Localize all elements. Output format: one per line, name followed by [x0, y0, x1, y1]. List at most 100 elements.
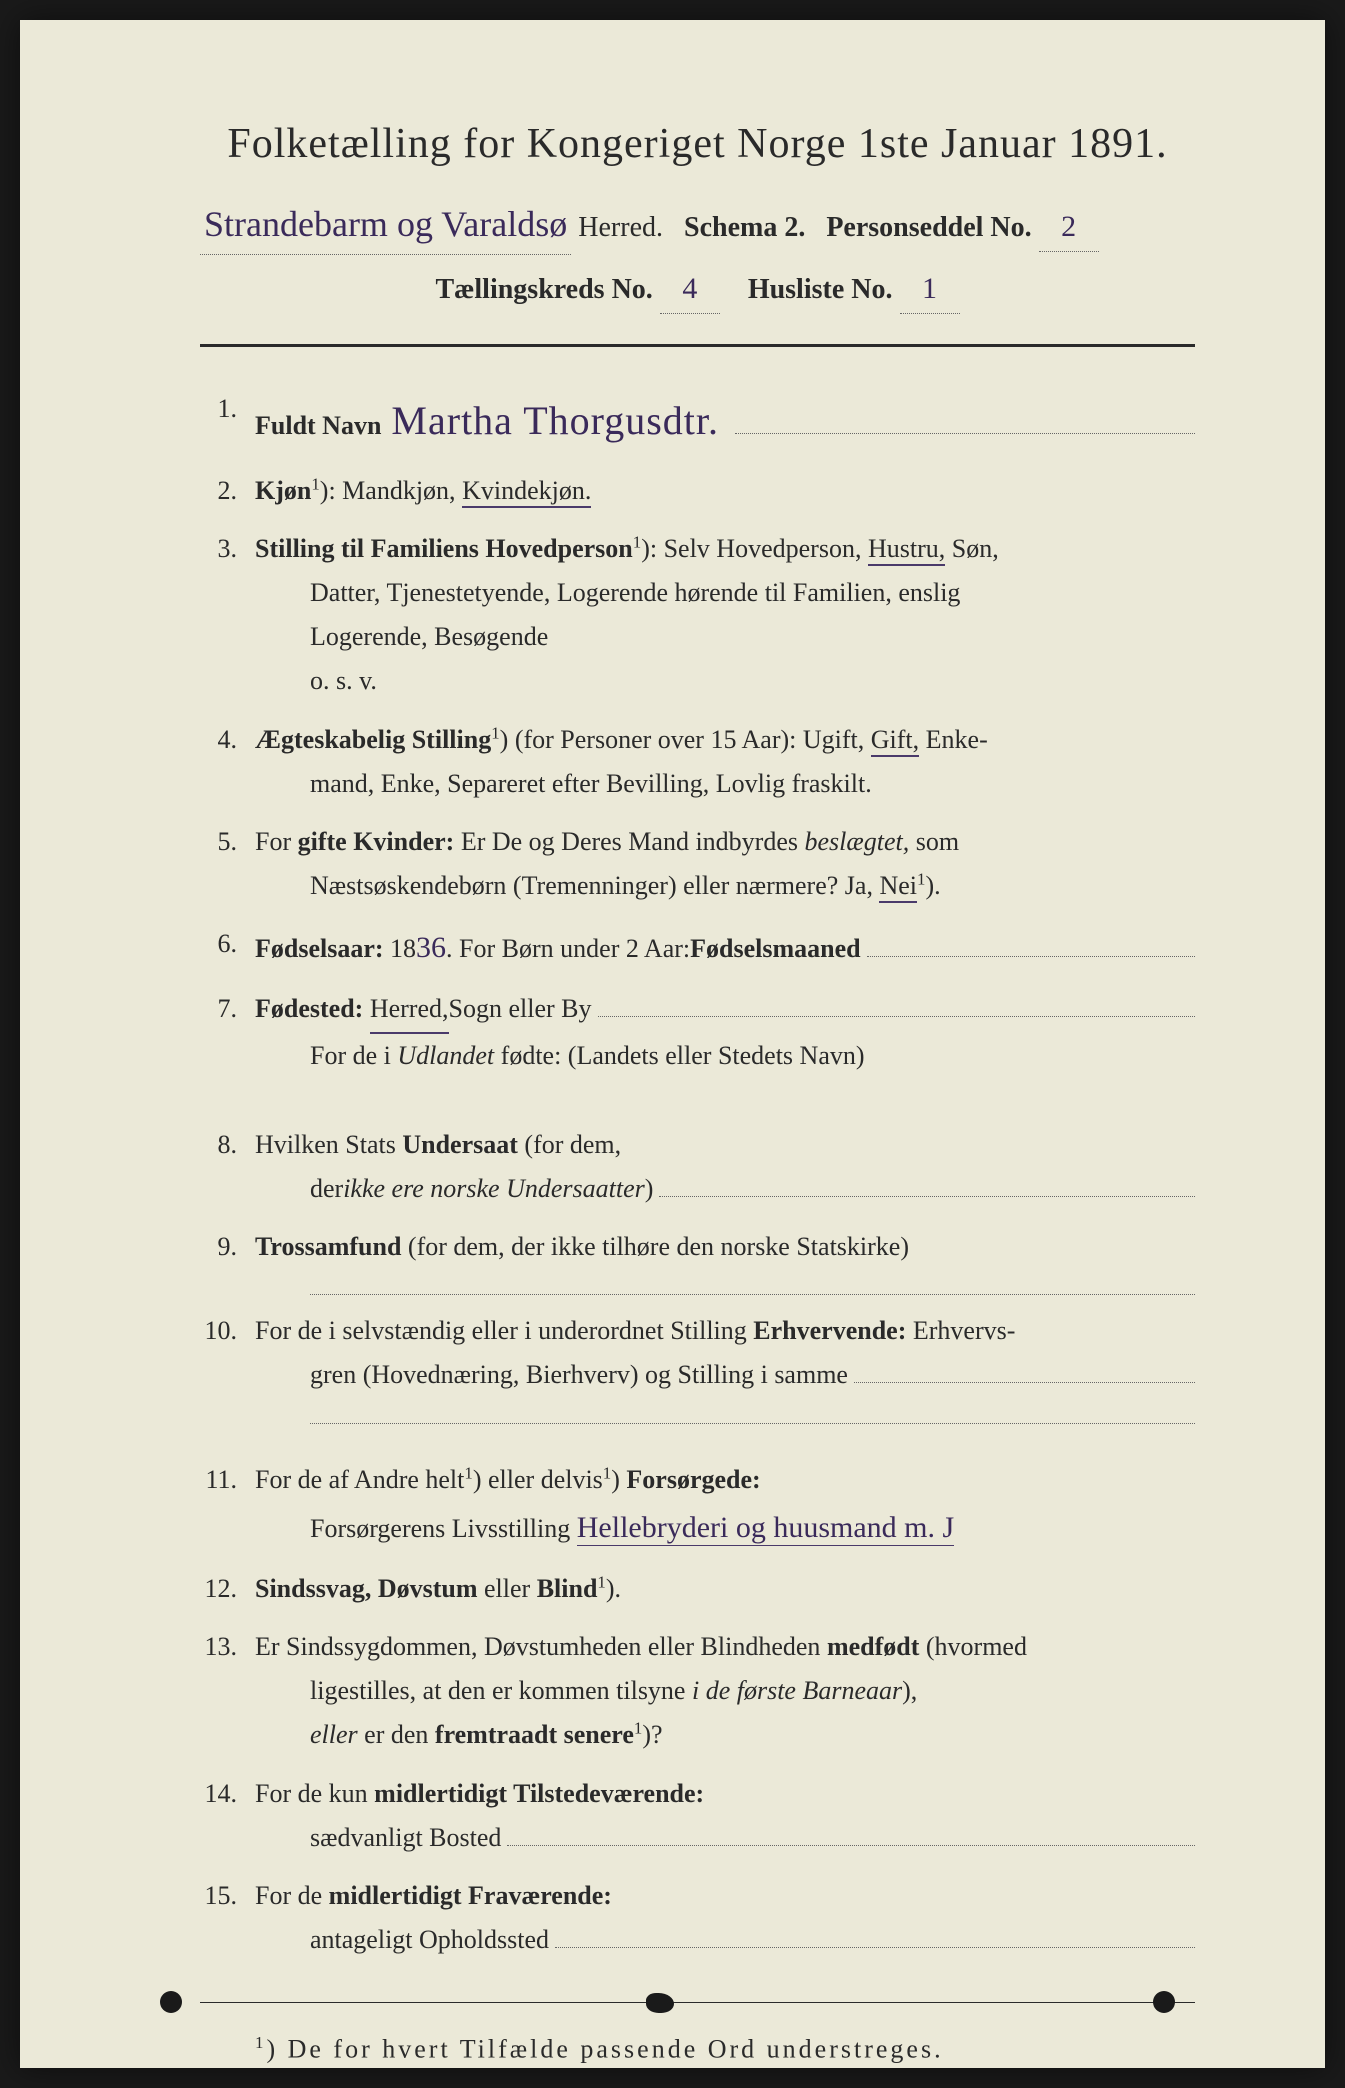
- header-line-2: Tællingskreds No. 4 Husliste No. 1: [200, 265, 1195, 314]
- census-form-page: Folketælling for Kongeriget Norge 1ste J…: [20, 20, 1325, 2068]
- text: gren (Hovednæring, Bierhverv) og Stillin…: [310, 1353, 848, 1397]
- item-label: Fuldt Navn: [255, 404, 381, 448]
- item-3: 3. Stilling til Familiens Hovedperson1):…: [200, 527, 1195, 704]
- text: For de i selvstændig eller i underordnet…: [255, 1316, 753, 1345]
- item-num: 7.: [200, 987, 255, 1078]
- item-label: Fødselsaar:: [255, 927, 384, 971]
- bold: midlertidigt Tilstedeværende:: [374, 1779, 704, 1808]
- item-6: 6. Fødselsaar: 1836. For Børn under 2 Aa…: [200, 922, 1195, 973]
- text: Hvilken Stats: [255, 1130, 402, 1159]
- item-7: 7. Fødested: Herred, Sogn eller By For d…: [200, 987, 1195, 1078]
- text: antageligt Opholdssted: [310, 1918, 549, 1962]
- kreds-no: 4: [660, 265, 720, 314]
- line: mand, Enke, Separeret efter Bevilling, L…: [255, 762, 1195, 806]
- selected-related: Nei: [879, 871, 917, 903]
- item-num: 6.: [200, 922, 255, 973]
- bold: Undersaat: [402, 1130, 518, 1159]
- item-15: 15. For de midlertidigt Fraværende: anta…: [200, 1874, 1195, 1962]
- text: Er De og Deres Mand indbyrdes: [454, 827, 804, 856]
- italic: Udlandet: [397, 1041, 494, 1070]
- item-13: 13. Er Sindssygdommen, Døvstumheden elle…: [200, 1625, 1195, 1758]
- text: Enke-: [919, 725, 988, 754]
- bold: Forsørgede:: [626, 1465, 760, 1494]
- sup: 1: [633, 532, 641, 551]
- bold: Sindssvag, Døvstum: [255, 1574, 478, 1603]
- text: ): Mandkjøn,: [320, 476, 462, 505]
- text: . For Børn under 2 Aar:: [446, 927, 690, 971]
- bold: midlertidigt Fraværende:: [329, 1881, 612, 1910]
- page-title: Folketælling for Kongeriget Norge 1ste J…: [200, 120, 1195, 168]
- text: Søn,: [945, 534, 998, 563]
- kreds-label: Tællingskreds No.: [435, 274, 652, 305]
- inkblot-icon: [646, 1993, 674, 2013]
- italic: eller: [310, 1720, 358, 1749]
- bold: fremtraadt senere: [435, 1720, 634, 1749]
- item-num: 12.: [200, 1567, 255, 1611]
- item-num: 2.: [200, 469, 255, 513]
- bold: Erhvervende:: [753, 1316, 906, 1345]
- text: (for dem,: [518, 1130, 621, 1159]
- item-5: 5. For gifte Kvinder: Er De og Deres Man…: [200, 820, 1195, 908]
- text: For de kun: [255, 1779, 374, 1808]
- item-label: Ægteskabelig Stilling: [255, 725, 491, 754]
- inkblot-icon: [160, 1991, 182, 2013]
- item-num: 11.: [200, 1458, 255, 1553]
- sup: 1: [597, 1572, 605, 1591]
- text: ),: [902, 1676, 917, 1705]
- item-num: 13.: [200, 1625, 255, 1758]
- bold: Trossamfund: [255, 1232, 401, 1261]
- dotted-line: [507, 1820, 1195, 1846]
- year-prefix: 18: [390, 927, 416, 971]
- italic: ikke ere norske Undersaatter: [343, 1167, 645, 1211]
- selected-marital: Gift,: [871, 725, 919, 757]
- item-1: 1. Fuldt Navn Martha Thorgusdtr.: [200, 387, 1195, 455]
- text: For de af Andre helt: [255, 1465, 464, 1494]
- footnote-text: ) De for hvert Tilfælde passende Ord und…: [266, 2035, 943, 2064]
- item-label: Kjøn: [255, 476, 311, 505]
- item-10: 10. For de i selvstændig eller i underor…: [200, 1309, 1195, 1423]
- husliste-no: 1: [900, 265, 960, 314]
- dotted-line: [659, 1171, 1195, 1197]
- item-label: Stilling til Familiens Hovedperson: [255, 534, 633, 563]
- text: fødte: (Landets eller Stedets Navn): [494, 1041, 864, 1070]
- herred-label: Herred.: [578, 212, 663, 243]
- dotted-line: [555, 1922, 1195, 1948]
- header-line-1: Strandebarm og Varaldsø Herred. Schema 2…: [200, 196, 1195, 255]
- item-11: 11. For de af Andre helt1) eller delvis1…: [200, 1458, 1195, 1553]
- item-9: 9. Trossamfund (for dem, der ikke tilhør…: [200, 1225, 1195, 1295]
- item-num: 5.: [200, 820, 255, 908]
- divider-top: [200, 344, 1195, 347]
- item-label: gifte Kvinder:: [298, 827, 455, 856]
- schema-label: Schema 2.: [684, 212, 805, 243]
- line: Datter, Tjenestetyende, Logerende hørend…: [255, 571, 1195, 615]
- dotted-line: [867, 931, 1195, 957]
- text: ligestilles, at den er kommen tilsyne: [310, 1676, 692, 1705]
- dotted-line: [854, 1357, 1195, 1383]
- text: ) eller delvis: [473, 1465, 603, 1494]
- text: ): [611, 1465, 626, 1494]
- sup: 1: [311, 474, 319, 493]
- selected-gender: Kvindekjøn.: [462, 476, 591, 508]
- selected-birthplace: Herred,: [370, 987, 449, 1034]
- bold: Blind: [537, 1574, 598, 1603]
- label: Fødselsmaaned: [690, 927, 860, 971]
- dotted-line: [310, 1269, 1195, 1295]
- line: Logerende, Besøgende: [255, 615, 1195, 659]
- item-num: 15.: [200, 1874, 255, 1962]
- item-2: 2. Kjøn1): Mandkjøn, Kvindekjøn.: [200, 469, 1195, 513]
- item-num: 9.: [200, 1225, 255, 1295]
- item-label: Fødested:: [255, 987, 363, 1031]
- provider-occupation: Hellebryderi og huusmand m. J: [577, 1511, 954, 1546]
- text: som: [909, 827, 959, 856]
- birth-year: 36: [416, 922, 446, 973]
- full-name-value: Martha Thorgusdtr.: [381, 387, 729, 455]
- footnote: 1) De for hvert Tilfælde passende Ord un…: [200, 2033, 1195, 2065]
- husliste-label: Husliste No.: [748, 274, 893, 305]
- text: eller: [478, 1574, 537, 1603]
- sup: 1: [491, 723, 499, 742]
- dotted-line: [598, 991, 1195, 1017]
- item-14: 14. For de kun midlertidigt Tilstedevære…: [200, 1772, 1195, 1860]
- sup: 1: [464, 1463, 472, 1482]
- text: For: [255, 827, 298, 856]
- item-12: 12. Sindssvag, Døvstum eller Blind1).: [200, 1567, 1195, 1611]
